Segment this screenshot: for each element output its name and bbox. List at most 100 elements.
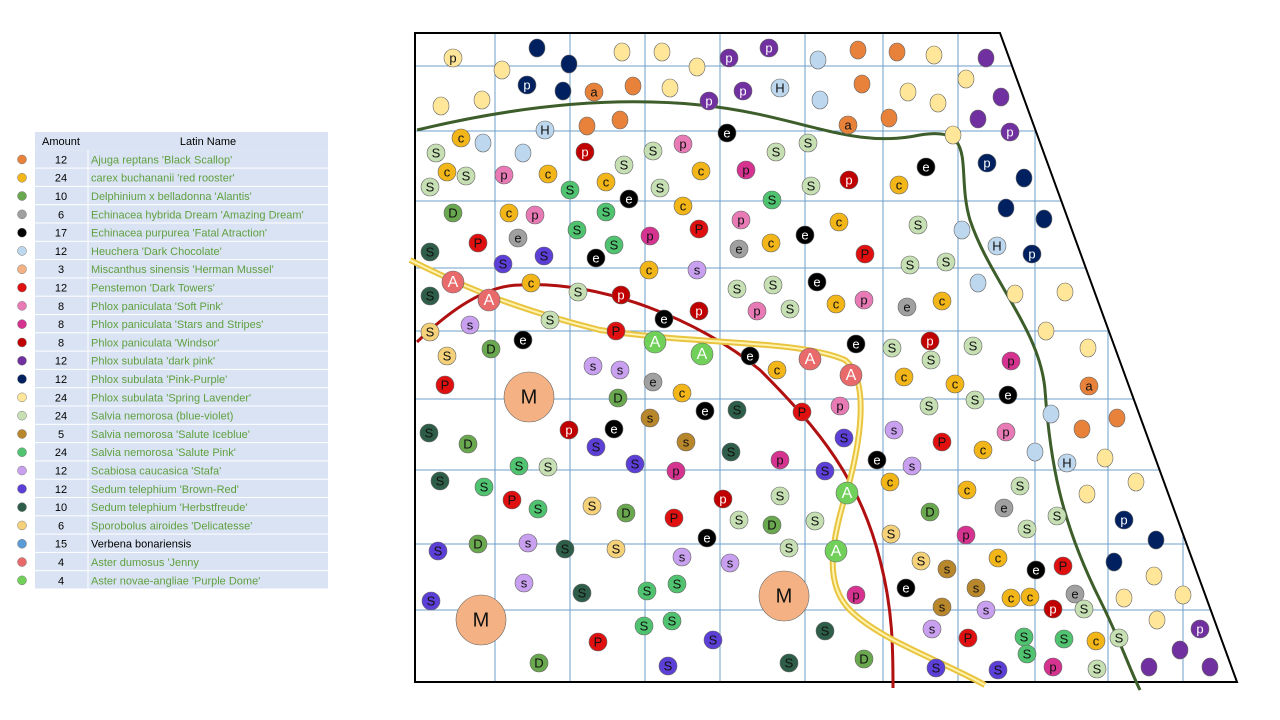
plant-label: D [486, 341, 495, 356]
plant [588, 632, 608, 652]
plant-label: e [514, 230, 521, 245]
plant-label: s [525, 535, 532, 550]
plant [830, 396, 850, 416]
plant-label: S [811, 513, 820, 528]
legend-dot [17, 557, 27, 567]
plant [1017, 644, 1037, 664]
plant-label: P [612, 323, 621, 338]
plant-label: c [1093, 633, 1100, 648]
legend-dot [17, 575, 27, 586]
plant [521, 273, 541, 293]
plant-label: S [664, 658, 673, 673]
plant [703, 630, 723, 650]
plant [473, 90, 491, 110]
legend-dot [17, 173, 27, 183]
plant [1078, 484, 1096, 504]
plant [1140, 657, 1158, 677]
plant-label: S [649, 143, 658, 158]
plant-label: P [1059, 558, 1068, 573]
plant-label: p [1120, 512, 1127, 527]
amount: 24 [55, 447, 67, 459]
plant-label: e [723, 125, 730, 140]
plant [880, 108, 898, 128]
plant-label: D [463, 436, 472, 451]
legend-dot [17, 429, 27, 439]
plant-label: S [443, 348, 452, 363]
plant [969, 273, 987, 293]
plant-label: e [801, 227, 808, 242]
latin-name: carex buchananii 'red rooster' [91, 173, 235, 185]
plant-label: S [807, 178, 816, 193]
plant [763, 275, 783, 295]
plant-label: p [695, 303, 702, 318]
plant [896, 578, 916, 598]
plant [733, 81, 753, 101]
legend-dot [17, 410, 27, 421]
latin-name: Ajuga reptans 'Black Scallop' [91, 154, 232, 166]
plant [426, 143, 446, 163]
plant-label: S [1060, 631, 1069, 646]
plant-label: P [441, 377, 450, 392]
plant-label: P [964, 630, 973, 645]
legend-dot [17, 282, 27, 293]
plant-label: p [776, 452, 783, 467]
plant [604, 235, 624, 255]
plant-label: p [581, 144, 588, 159]
plant-label: c [774, 362, 781, 377]
amount: 12 [55, 374, 67, 386]
plant-label: S [573, 222, 582, 237]
plant [838, 115, 858, 135]
plant-label: c [603, 174, 610, 189]
plant-label: p [983, 155, 990, 170]
plant [713, 489, 733, 509]
bed-outline [414, 32, 1239, 683]
plant [420, 322, 440, 342]
plant [430, 471, 450, 491]
plant [432, 96, 450, 116]
plant [518, 533, 538, 553]
plant-label: S [1093, 661, 1102, 676]
plant [699, 91, 719, 111]
plant [779, 653, 799, 673]
plant-label: S [785, 655, 794, 670]
plant-label: p [962, 527, 969, 542]
plant-label: c [646, 262, 653, 277]
plant-label: S [1080, 601, 1089, 616]
plant [824, 539, 848, 563]
plant-label: S [727, 444, 736, 459]
plant-label: p [926, 333, 933, 348]
legend-dot [17, 374, 27, 384]
plant-label: S [821, 623, 830, 638]
plant [846, 334, 866, 354]
plant-label: s [727, 555, 734, 570]
plant-label: S [515, 458, 524, 473]
plant-label: S [821, 463, 830, 478]
plant [650, 178, 670, 198]
plant-label: s [590, 358, 597, 373]
amount: 8 [58, 301, 64, 313]
plant-label: c [980, 442, 987, 457]
plant [586, 437, 606, 457]
plant-label: P [938, 434, 947, 449]
plant [1147, 530, 1165, 550]
plant-label: S [1023, 521, 1032, 536]
plant-label: M [776, 585, 793, 607]
plant-label: p [1028, 246, 1035, 261]
plant [458, 434, 478, 454]
plant [1127, 472, 1145, 492]
plant-label: S [927, 352, 936, 367]
plant [634, 616, 654, 636]
plant-label: p [753, 303, 760, 318]
plant-label: H [1062, 455, 1071, 470]
latin-name: Phlox paniculata 'Soft Pink' [91, 301, 223, 313]
plant-label: c [836, 214, 843, 229]
plant [568, 282, 588, 302]
amount: 12 [55, 246, 67, 258]
plant-label: s [909, 458, 916, 473]
plant [661, 78, 679, 98]
plant [1115, 588, 1133, 608]
plant [884, 420, 904, 440]
legend-row-bg [35, 479, 328, 497]
plant-label: S [776, 488, 785, 503]
legend-row-bg [35, 278, 328, 296]
